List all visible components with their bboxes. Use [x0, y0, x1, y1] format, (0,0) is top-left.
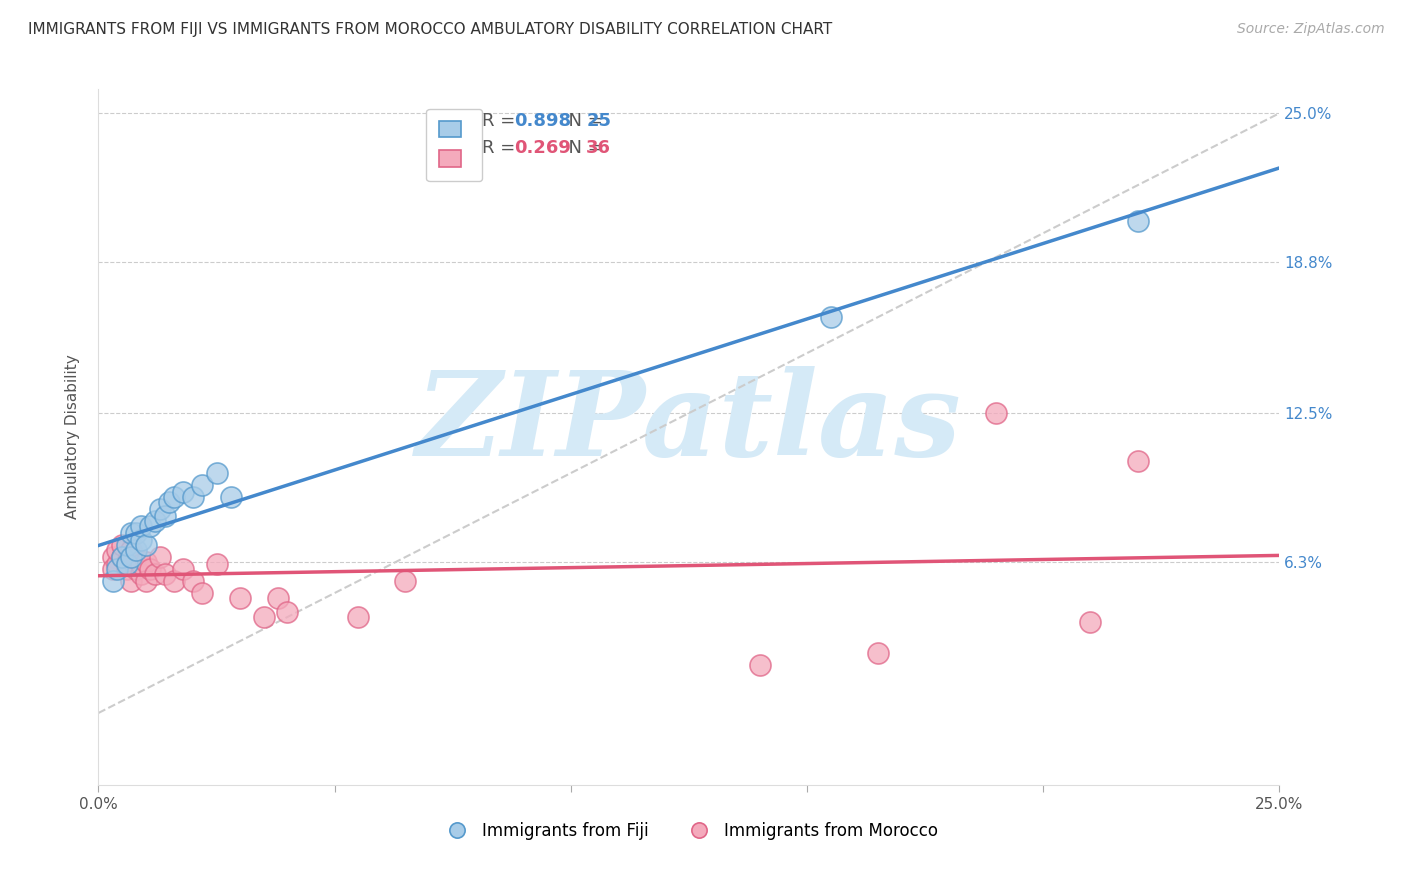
Point	[143, 566, 166, 581]
Point	[125, 526, 148, 541]
Point	[111, 549, 134, 564]
Point	[129, 519, 152, 533]
Point	[139, 562, 162, 576]
Point	[219, 490, 242, 504]
Y-axis label: Ambulatory Disability: Ambulatory Disability	[65, 355, 80, 519]
Point	[129, 566, 152, 581]
Point	[253, 610, 276, 624]
Point	[191, 586, 214, 600]
Point	[101, 549, 124, 564]
Point	[205, 466, 228, 480]
Point	[129, 558, 152, 572]
Text: 0.898: 0.898	[515, 112, 571, 129]
Point	[135, 538, 157, 552]
Point	[143, 514, 166, 528]
Point	[820, 310, 842, 325]
Point	[1080, 615, 1102, 629]
Point	[267, 591, 290, 605]
Point	[191, 478, 214, 492]
Point	[121, 574, 143, 588]
Point	[121, 526, 143, 541]
Text: R =: R =	[482, 139, 522, 157]
Point	[125, 549, 148, 564]
Point	[1126, 214, 1149, 228]
Point	[111, 549, 134, 564]
Legend: Immigrants from Fiji, Immigrants from Morocco: Immigrants from Fiji, Immigrants from Mo…	[433, 815, 945, 847]
Point	[105, 558, 128, 572]
Point	[394, 574, 416, 588]
Point	[129, 533, 152, 548]
Point	[866, 646, 889, 660]
Point	[135, 555, 157, 569]
Text: R =: R =	[482, 112, 522, 129]
Point	[149, 502, 172, 516]
Point	[149, 549, 172, 564]
Point	[115, 555, 138, 569]
Point	[121, 542, 143, 557]
Point	[153, 566, 176, 581]
Point	[105, 562, 128, 576]
Point	[172, 485, 194, 500]
Text: 36: 36	[586, 139, 612, 157]
Point	[748, 658, 770, 673]
Point	[181, 490, 204, 504]
Point	[115, 538, 138, 552]
Point	[157, 495, 180, 509]
Point	[121, 549, 143, 564]
Point	[111, 538, 134, 552]
Text: IMMIGRANTS FROM FIJI VS IMMIGRANTS FROM MOROCCO AMBULATORY DISABILITY CORRELATIO: IMMIGRANTS FROM FIJI VS IMMIGRANTS FROM …	[28, 22, 832, 37]
Point	[101, 562, 124, 576]
Text: ZIPatlas: ZIPatlas	[416, 366, 962, 481]
Text: N =: N =	[557, 139, 609, 157]
Point	[101, 574, 124, 588]
Point	[276, 605, 298, 619]
Point	[115, 562, 138, 576]
Text: N =: N =	[557, 112, 609, 129]
Text: 25: 25	[586, 112, 612, 129]
Point	[172, 562, 194, 576]
Point	[153, 509, 176, 524]
Text: Source: ZipAtlas.com: Source: ZipAtlas.com	[1237, 22, 1385, 37]
Point	[205, 558, 228, 572]
Point	[125, 542, 148, 557]
Point	[163, 490, 186, 504]
Point	[229, 591, 252, 605]
Point	[105, 542, 128, 557]
Text: 0.269: 0.269	[515, 139, 571, 157]
Point	[125, 562, 148, 576]
Point	[984, 406, 1007, 420]
Point	[347, 610, 370, 624]
Point	[181, 574, 204, 588]
Point	[115, 558, 138, 572]
Point	[1126, 454, 1149, 468]
Point	[139, 519, 162, 533]
Point	[163, 574, 186, 588]
Point	[135, 574, 157, 588]
